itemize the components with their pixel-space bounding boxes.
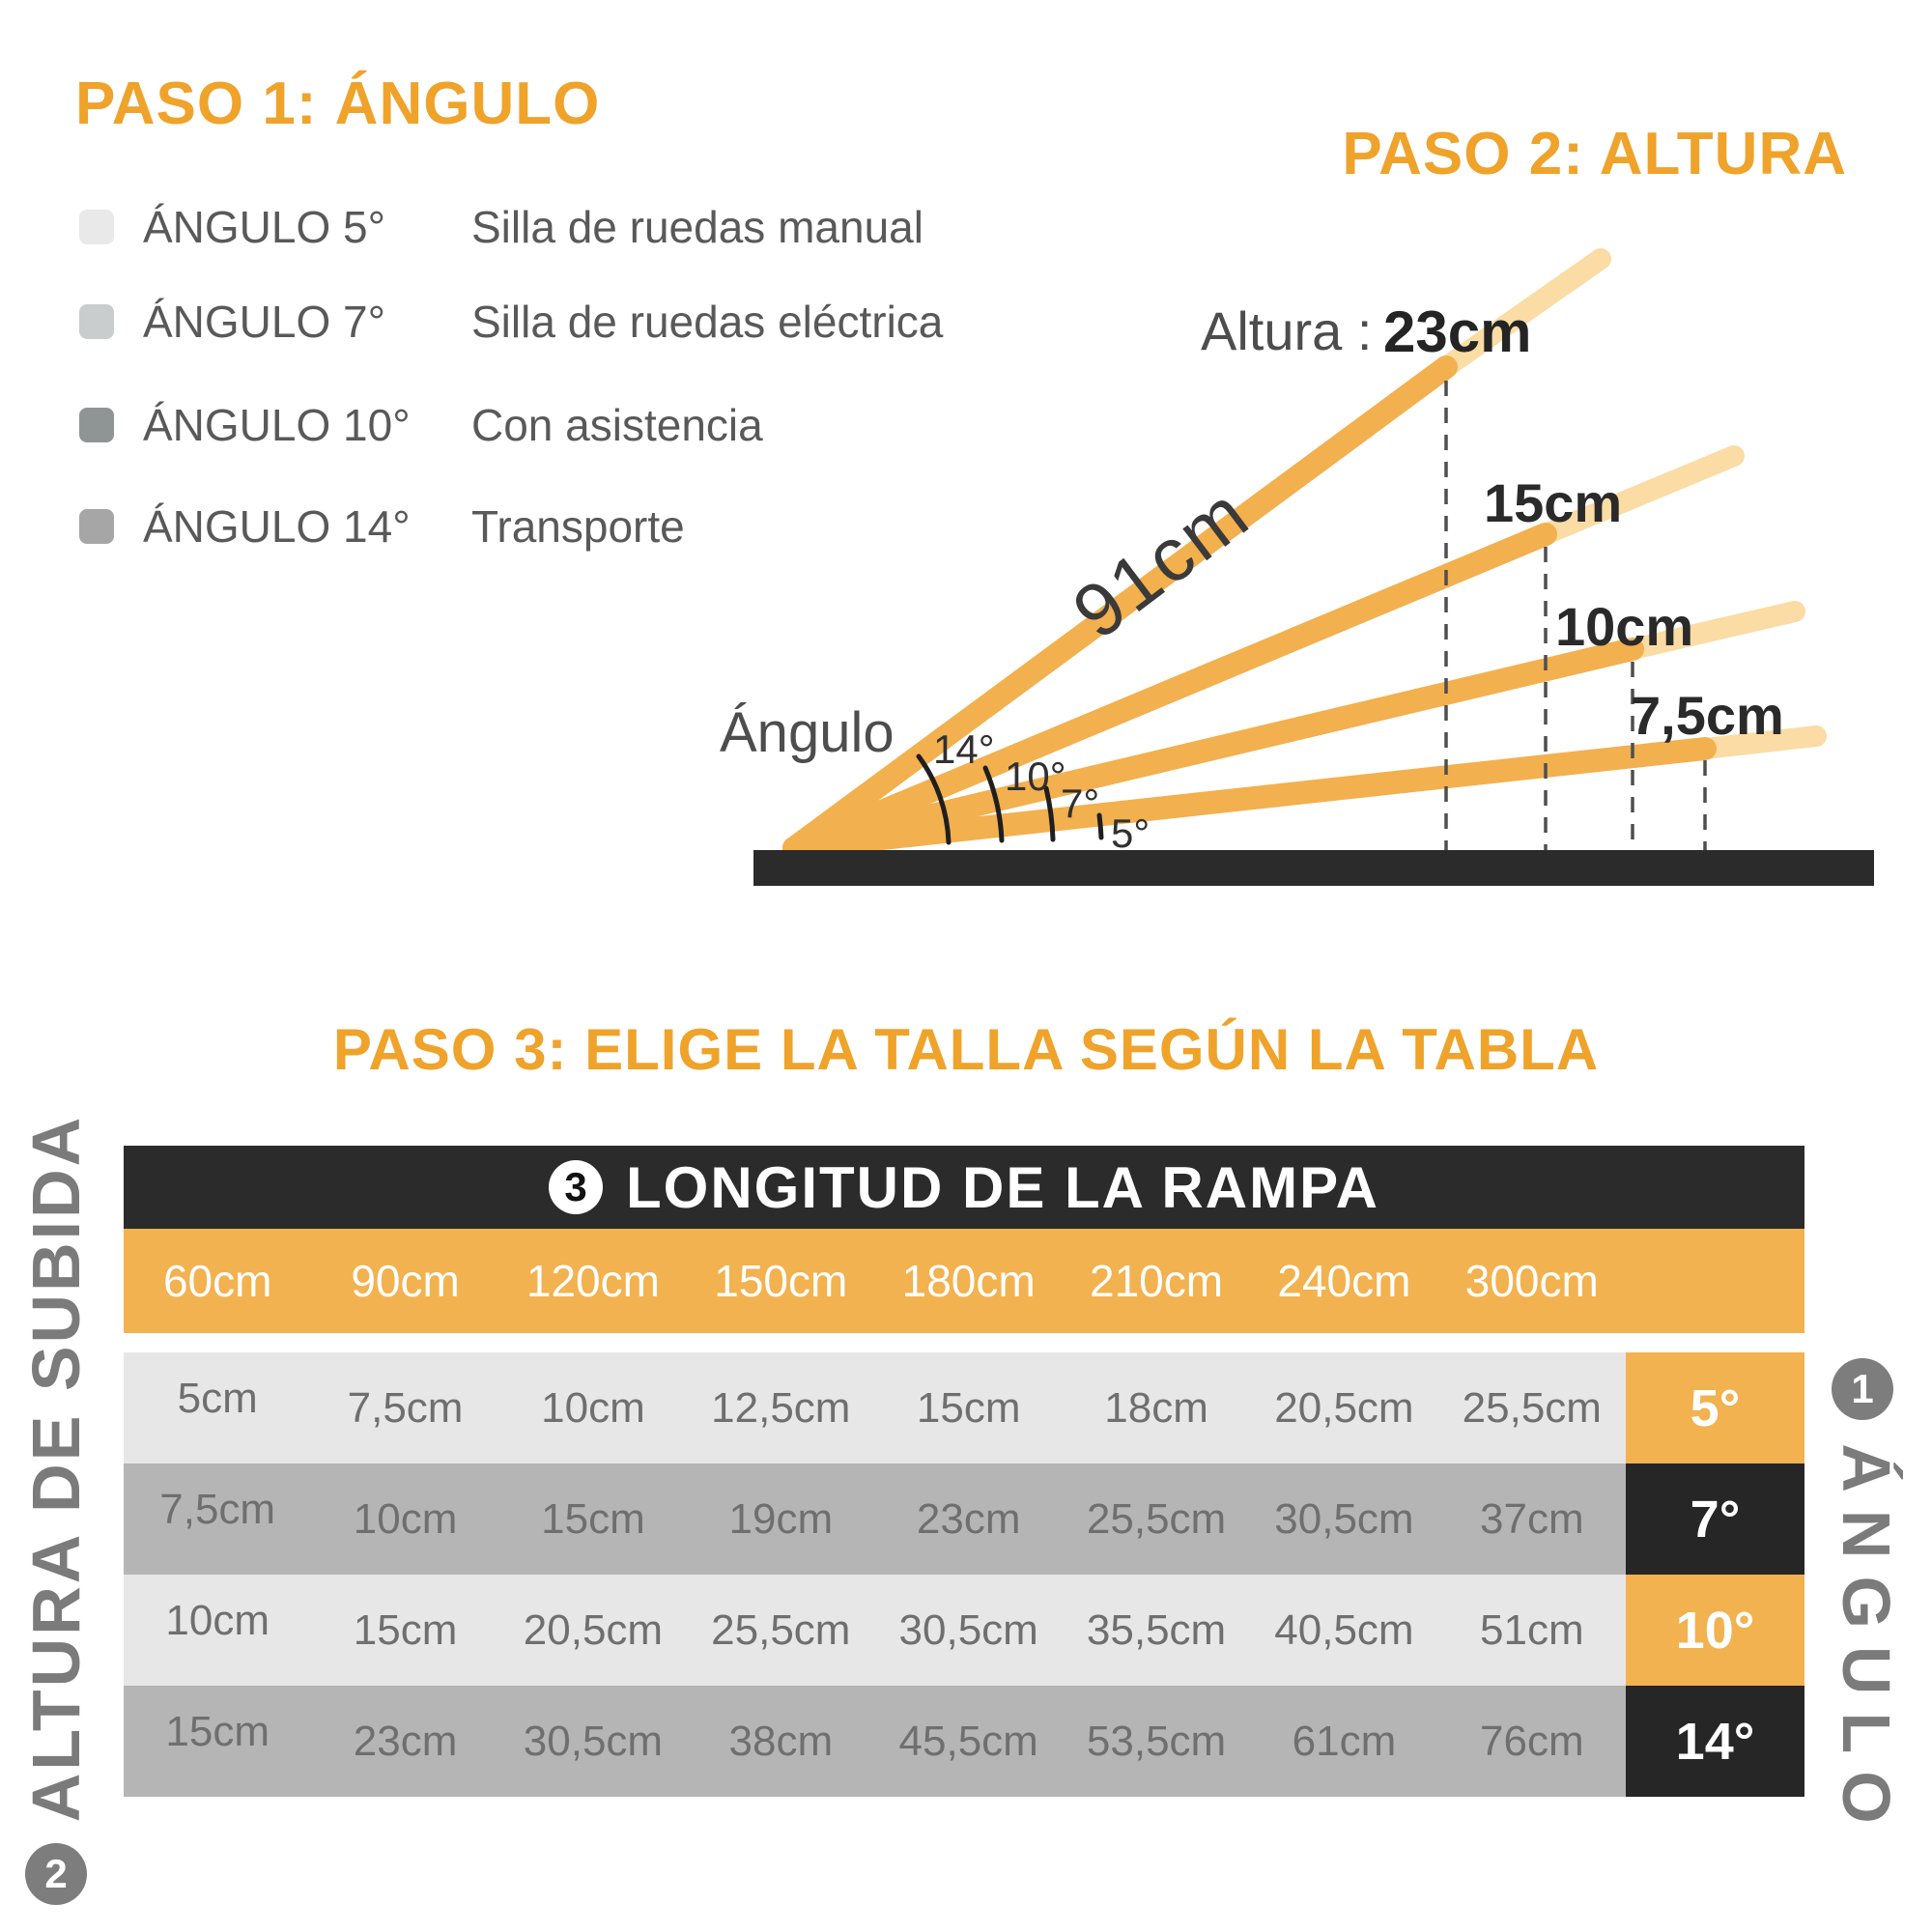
arc-label-10: 10° [1005,753,1066,799]
right-axis-label: ÁNGULO [1829,1443,1904,1841]
table-cell: 12,5cm [711,1383,851,1432]
legend-angle-desc: Transporte [471,501,685,552]
table-cell: 7,5cm [159,1485,276,1533]
table-cell: 10cm [165,1596,270,1644]
legend-item-10deg: ÁNGULO 10° Con asistencia [79,398,763,452]
ramp-dark-segments [782,355,1717,860]
table-cell: 25,5cm [1462,1383,1602,1432]
paso2-title: PASO 2: ALTURA [1342,121,1847,187]
table-column-headers: 60cm 90cm 120cm 150cm 180cm 210cm 240cm … [124,1229,1804,1333]
badge-3-icon: 3 [549,1160,604,1214]
angle-cell-7deg: 7° [1626,1463,1804,1575]
table-cell: 37cm [1480,1494,1584,1543]
table-cell: 25,5cm [1086,1494,1227,1543]
table-cell: 25,5cm [711,1605,851,1654]
angle-cell-10deg: 10° [1626,1575,1804,1686]
column-header-150: 150cm [714,1256,848,1306]
table-cell: 45,5cm [898,1717,1038,1765]
table-cell: 15cm [541,1494,645,1543]
angle-7-swatch [79,304,114,339]
legend-angle-desc: Con asistencia [471,400,763,450]
height-label-15cm: 15cm [1484,472,1622,533]
table-cell: 51cm [1480,1605,1584,1654]
legend-angle-desc: Silla de ruedas manual [471,202,923,252]
table-cell: 15cm [353,1605,458,1654]
height-label-7-5cm: 7,5cm [1631,685,1784,746]
column-header-210: 210cm [1090,1256,1224,1306]
altura-prefix-label: Altura : [1201,300,1372,361]
table-cell: 18cm [1104,1383,1208,1432]
column-header-240: 240cm [1277,1256,1411,1306]
ramp-length-label: 91cm [1058,469,1265,655]
table-header-bar: 3 LONGITUD DE LA RAMPA [124,1146,1804,1229]
table-cell: 40,5cm [1274,1605,1414,1654]
angle-word-label: Ángulo [720,701,895,764]
legend-angle-label: ÁNGULO 14° [143,501,411,552]
angle-cell-14deg: 14° [1626,1686,1804,1797]
table-cell: 76cm [1480,1717,1584,1765]
table-cell: 15cm [916,1383,1021,1432]
table-cell: 5cm [177,1374,258,1422]
legend-item-5deg: ÁNGULO 5° Silla de ruedas manual [79,200,923,254]
legend-angle-label: ÁNGULO 5° [143,202,386,252]
table-header-label: LONGITUD DE LA RAMPA [626,1154,1379,1220]
table-cell: 23cm [916,1494,1021,1543]
table-cell: 23cm [353,1717,458,1765]
column-header-300: 300cm [1464,1256,1599,1306]
angle-10-swatch [79,408,114,442]
table-cell: 10cm [541,1383,645,1432]
table-cell: 10cm [353,1494,458,1543]
legend-angle-label: ÁNGULO 10° [143,400,411,450]
angle-5-swatch [79,210,114,244]
badge-2-icon: 2 [25,1843,87,1905]
ramp-light-segments [1435,248,1827,759]
column-header-60: 60cm [162,1256,272,1306]
column-header-90: 90cm [351,1256,460,1306]
table-cell: 15cm [165,1707,270,1755]
legend-angle-label: ÁNGULO 7° [143,297,386,347]
height-label-10cm: 10cm [1555,596,1693,657]
angle-arcs [916,753,1104,845]
table-row-5deg: 5cm 7,5cm 10cm 12,5cm 15cm 18cm 20,5cm 2… [124,1352,1626,1463]
legend-item-14deg: ÁNGULO 14° Transporte [79,499,685,554]
paso1-title: PASO 1: ÁNGULO [75,71,601,137]
table-cell: 38cm [728,1717,834,1765]
legend-item-7deg: ÁNGULO 7° Silla de ruedas eléctrica [79,295,943,349]
arc-label-5: 5° [1111,810,1150,856]
table-cell: 7,5cm [347,1383,464,1432]
height-guide-lines [1444,381,1707,850]
left-axis-label: ALTURA DE SUBIDA [18,1114,94,1823]
table-cell: 35,5cm [1086,1605,1227,1654]
table-row-10deg: 10cm 15cm 20,5cm 25,5cm 30,5cm 35,5cm 40… [124,1575,1626,1686]
table-cell: 61cm [1292,1717,1397,1765]
height-label-23cm: 23cm [1383,299,1531,364]
arc-label-7: 7° [1061,781,1099,826]
table-row-14deg: 15cm 23cm 30,5cm 38cm 45,5cm 53,5cm 61cm… [124,1686,1626,1797]
arc-label-14: 14° [933,726,995,772]
table-cell: 20,5cm [1274,1383,1414,1432]
column-header-120: 120cm [526,1256,660,1306]
table-row-7deg: 7,5cm 10cm 15cm 19cm 23cm 25,5cm 30,5cm … [124,1463,1626,1575]
angle-cell-5deg: 5° [1626,1352,1804,1463]
ground-bar [753,850,1874,886]
column-header-180: 180cm [901,1256,1036,1306]
table-cell: 53,5cm [1086,1717,1227,1765]
badge-1-icon: 1 [1832,1358,1893,1420]
legend-angle-desc: Silla de ruedas eléctrica [471,297,944,347]
table-cell: 30,5cm [898,1605,1038,1654]
table-cell: 30,5cm [523,1717,664,1765]
paso3-title: PASO 3: ELIGE LA TALLA SEGÚN LA TABLA [332,1017,1600,1082]
table-cell: 20,5cm [523,1605,664,1654]
table-cell: 19cm [728,1494,834,1543]
table-cell: 30,5cm [1274,1494,1414,1543]
ramp-angle-diagram: Ángulo 14° 10° 7° 5° 91cm Altura : 23cm … [720,248,1874,886]
angle-14-swatch [79,509,114,544]
